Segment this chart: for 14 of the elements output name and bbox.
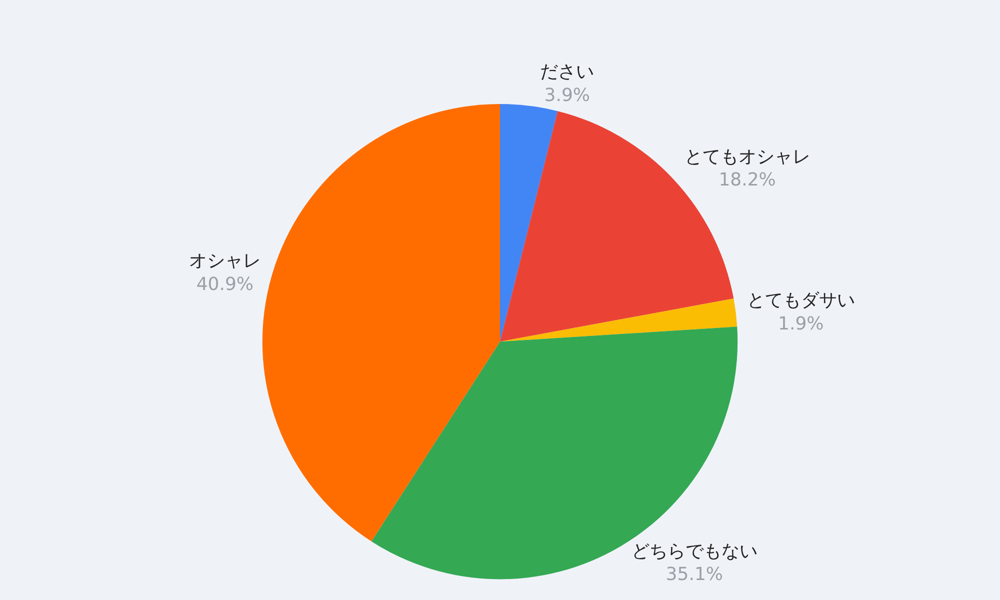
data-label: 35.1%: [666, 564, 723, 586]
slice-label: とてもオシャレ: [684, 146, 810, 168]
slice-label: ださい: [540, 62, 594, 83]
data-label: 1.9%: [778, 313, 824, 334]
data-label: 40.9%: [196, 274, 254, 296]
pie-slice: [262, 104, 500, 542]
slice-label: とてもダサい: [746, 290, 855, 312]
slice-label: どちらでもない: [631, 540, 758, 562]
slice-label: オシャレ: [188, 250, 261, 272]
data-label: 3.9%: [544, 85, 590, 106]
pie-slice: [500, 298, 738, 342]
data-label: 18.2%: [718, 170, 776, 191]
pie-slice: [500, 104, 558, 342]
pie-slice: [371, 326, 738, 579]
